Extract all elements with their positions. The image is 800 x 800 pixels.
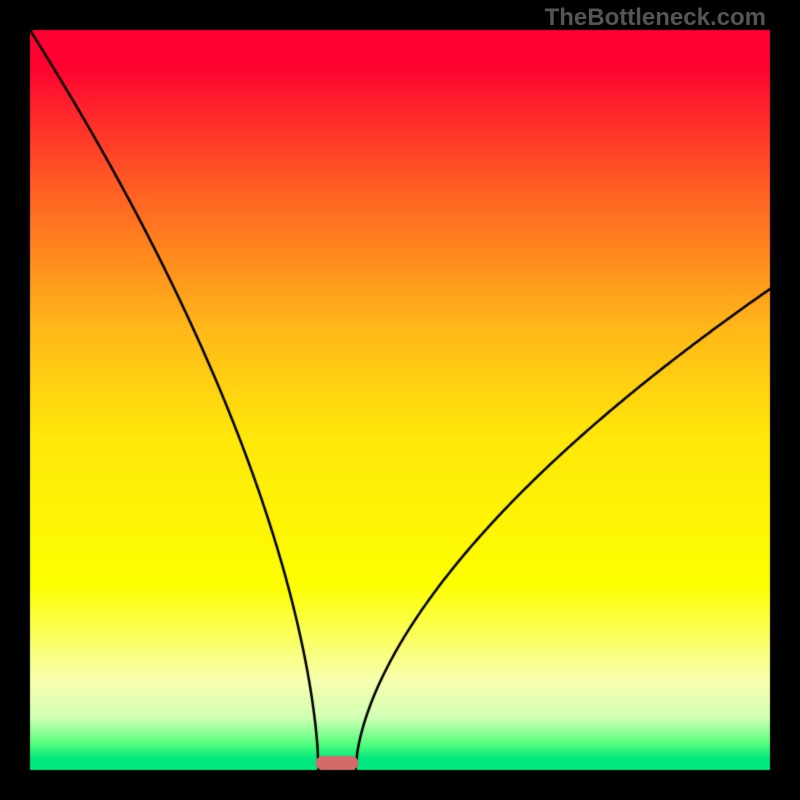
- watermark-source-label: TheBottleneck.com: [545, 4, 766, 32]
- bottleneck-chart-canvas: [0, 0, 800, 800]
